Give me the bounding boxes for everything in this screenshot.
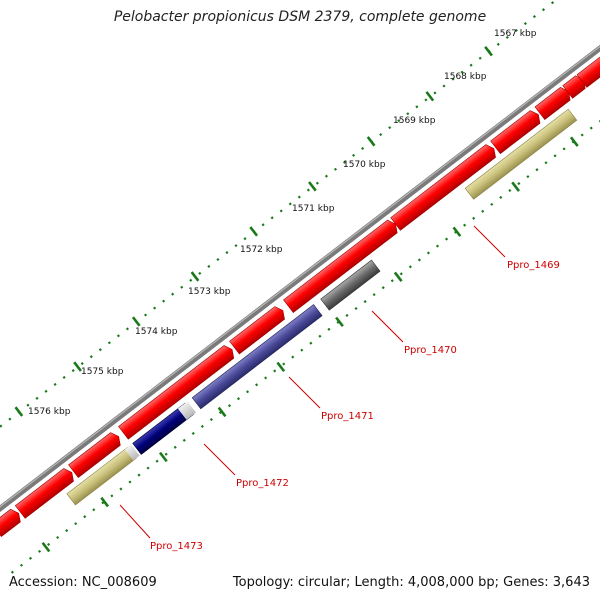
accession-text: Accession: NC_008609 bbox=[9, 575, 157, 590]
inner-tick bbox=[393, 271, 403, 282]
gene-label[interactable]: Ppro_1472 bbox=[236, 478, 289, 489]
gene-label[interactable]: Ppro_1470 bbox=[404, 345, 457, 356]
cds-arrow[interactable] bbox=[0, 507, 24, 538]
genome-backbone bbox=[0, 37, 600, 530]
leader-line bbox=[371, 310, 404, 343]
inner-tick bbox=[158, 451, 168, 463]
leader-line bbox=[119, 504, 151, 539]
inner-tick bbox=[217, 406, 227, 418]
cds-arrow[interactable] bbox=[68, 430, 124, 478]
scale-label: 1576 kbp bbox=[28, 407, 71, 417]
cds-arrow[interactable] bbox=[118, 343, 237, 440]
cds-arrow[interactable] bbox=[576, 49, 600, 88]
genome-summary-text: Topology: circular; Length: 4,008,000 bp… bbox=[232, 575, 590, 590]
outer-tick bbox=[425, 91, 435, 102]
outer-tick bbox=[190, 271, 200, 282]
inner-feature-ring bbox=[66, 108, 578, 506]
feature-block-olive[interactable] bbox=[464, 108, 578, 200]
feature-block-purple[interactable] bbox=[191, 304, 323, 410]
inner-tick bbox=[100, 496, 110, 508]
scale-label: 1568 kbp bbox=[444, 72, 487, 82]
gene-leaders bbox=[119, 225, 506, 539]
cds-arrow[interactable] bbox=[390, 142, 499, 231]
scale-label: 1571 kbp bbox=[292, 204, 335, 214]
track-group bbox=[0, 0, 600, 574]
outer-dotted-line bbox=[0, 0, 557, 477]
cds-arrow[interactable] bbox=[283, 218, 401, 313]
scale-label: 1572 kbp bbox=[240, 245, 283, 255]
inner-tick bbox=[335, 316, 344, 328]
outer-tick bbox=[249, 226, 259, 237]
feature-block-gray[interactable] bbox=[320, 259, 381, 311]
scale-label: 1574 kbp bbox=[135, 327, 178, 337]
inner-tick bbox=[452, 226, 462, 237]
cds-arrow[interactable] bbox=[534, 85, 573, 121]
feature-block-light[interactable] bbox=[124, 444, 140, 461]
cds-arrow[interactable] bbox=[14, 466, 76, 519]
outer-tick bbox=[73, 361, 82, 372]
inner-scale-ticks bbox=[41, 136, 579, 553]
map-title: Pelobacter propionicus DSM 2379, complet… bbox=[113, 9, 487, 25]
inner-tick bbox=[569, 136, 579, 147]
leader-line bbox=[203, 443, 236, 476]
scale-labels: 1567 kbp 1568 kbp 1569 kbp 1570 kbp 1571… bbox=[28, 29, 537, 417]
cds-arrow[interactable] bbox=[229, 304, 288, 355]
feature-block-light[interactable] bbox=[177, 401, 196, 420]
outer-tick bbox=[484, 46, 493, 57]
forward-strand-cds bbox=[0, 49, 600, 538]
gene-labels: Ppro_1469 Ppro_1470 Ppro_1471 Ppro_1472 … bbox=[150, 260, 560, 552]
scale-label: 1570 kbp bbox=[343, 160, 386, 170]
scale-label: 1573 kbp bbox=[188, 287, 231, 297]
outer-tick bbox=[131, 316, 141, 327]
outer-tick bbox=[14, 406, 24, 417]
inner-tick bbox=[276, 361, 286, 373]
gene-label[interactable]: Ppro_1471 bbox=[321, 411, 374, 422]
backbone-highlight bbox=[0, 38, 600, 527]
leader-line bbox=[288, 376, 321, 409]
inner-tick bbox=[511, 181, 520, 192]
gene-label[interactable]: Ppro_1469 bbox=[507, 260, 560, 271]
outer-scale-ticks bbox=[14, 46, 493, 417]
leader-line bbox=[473, 225, 506, 258]
inner-tick bbox=[41, 541, 51, 553]
scale-label: 1569 kbp bbox=[393, 116, 436, 126]
outer-tick bbox=[308, 181, 317, 192]
cds-arrow[interactable] bbox=[490, 108, 544, 155]
scale-label: 1567 kbp bbox=[494, 29, 537, 39]
gene-label[interactable]: Ppro_1473 bbox=[150, 541, 203, 552]
scale-label: 1575 kbp bbox=[81, 367, 124, 377]
outer-tick bbox=[366, 136, 376, 147]
